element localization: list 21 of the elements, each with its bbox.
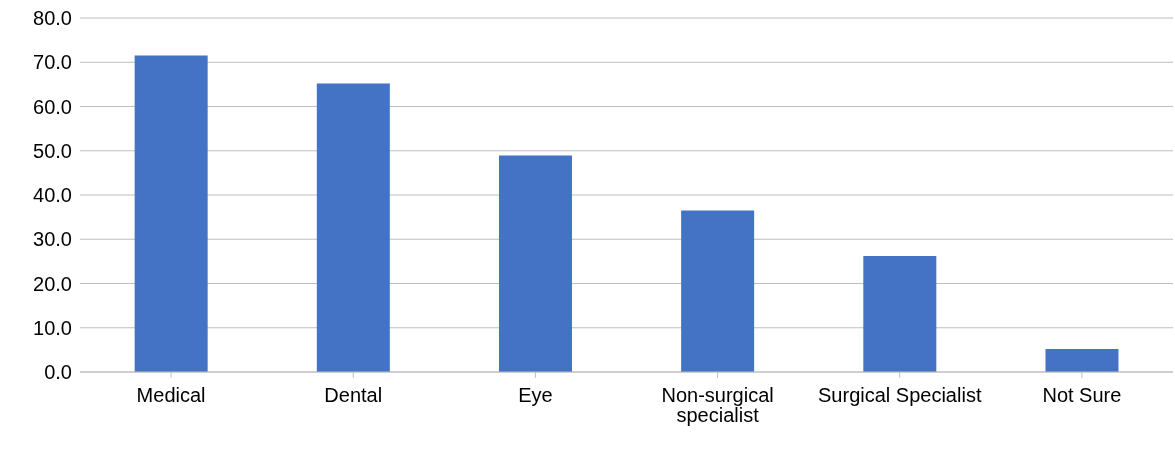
- bar: [1045, 348, 1119, 372]
- y-tick-label: 70.0: [33, 51, 72, 74]
- y-tick-label: 80.0: [33, 7, 72, 30]
- y-tick-label: 40.0: [33, 184, 72, 207]
- x-tick-label: Surgical Specialist: [818, 384, 982, 407]
- x-tick-label: Dental: [324, 384, 383, 407]
- y-tick-label: 30.0: [33, 228, 72, 251]
- y-tick-label: 10.0: [33, 316, 72, 339]
- x-tick-label: Not Sure: [1042, 384, 1122, 407]
- x-tick-label: Eye: [518, 384, 553, 407]
- bar: [316, 83, 390, 372]
- x-tick-label: Medical: [136, 384, 206, 407]
- y-tick-label: 0.0: [44, 361, 72, 384]
- bar: [134, 55, 208, 372]
- y-tick-label: 60.0: [33, 95, 72, 118]
- y-tick-label: 20.0: [33, 272, 72, 295]
- bar: [681, 210, 755, 372]
- y-tick-label: 50.0: [33, 139, 72, 162]
- bar: [863, 256, 937, 372]
- bar: [498, 155, 572, 372]
- x-tick-label: Non-surgical specialist: [661, 384, 774, 427]
